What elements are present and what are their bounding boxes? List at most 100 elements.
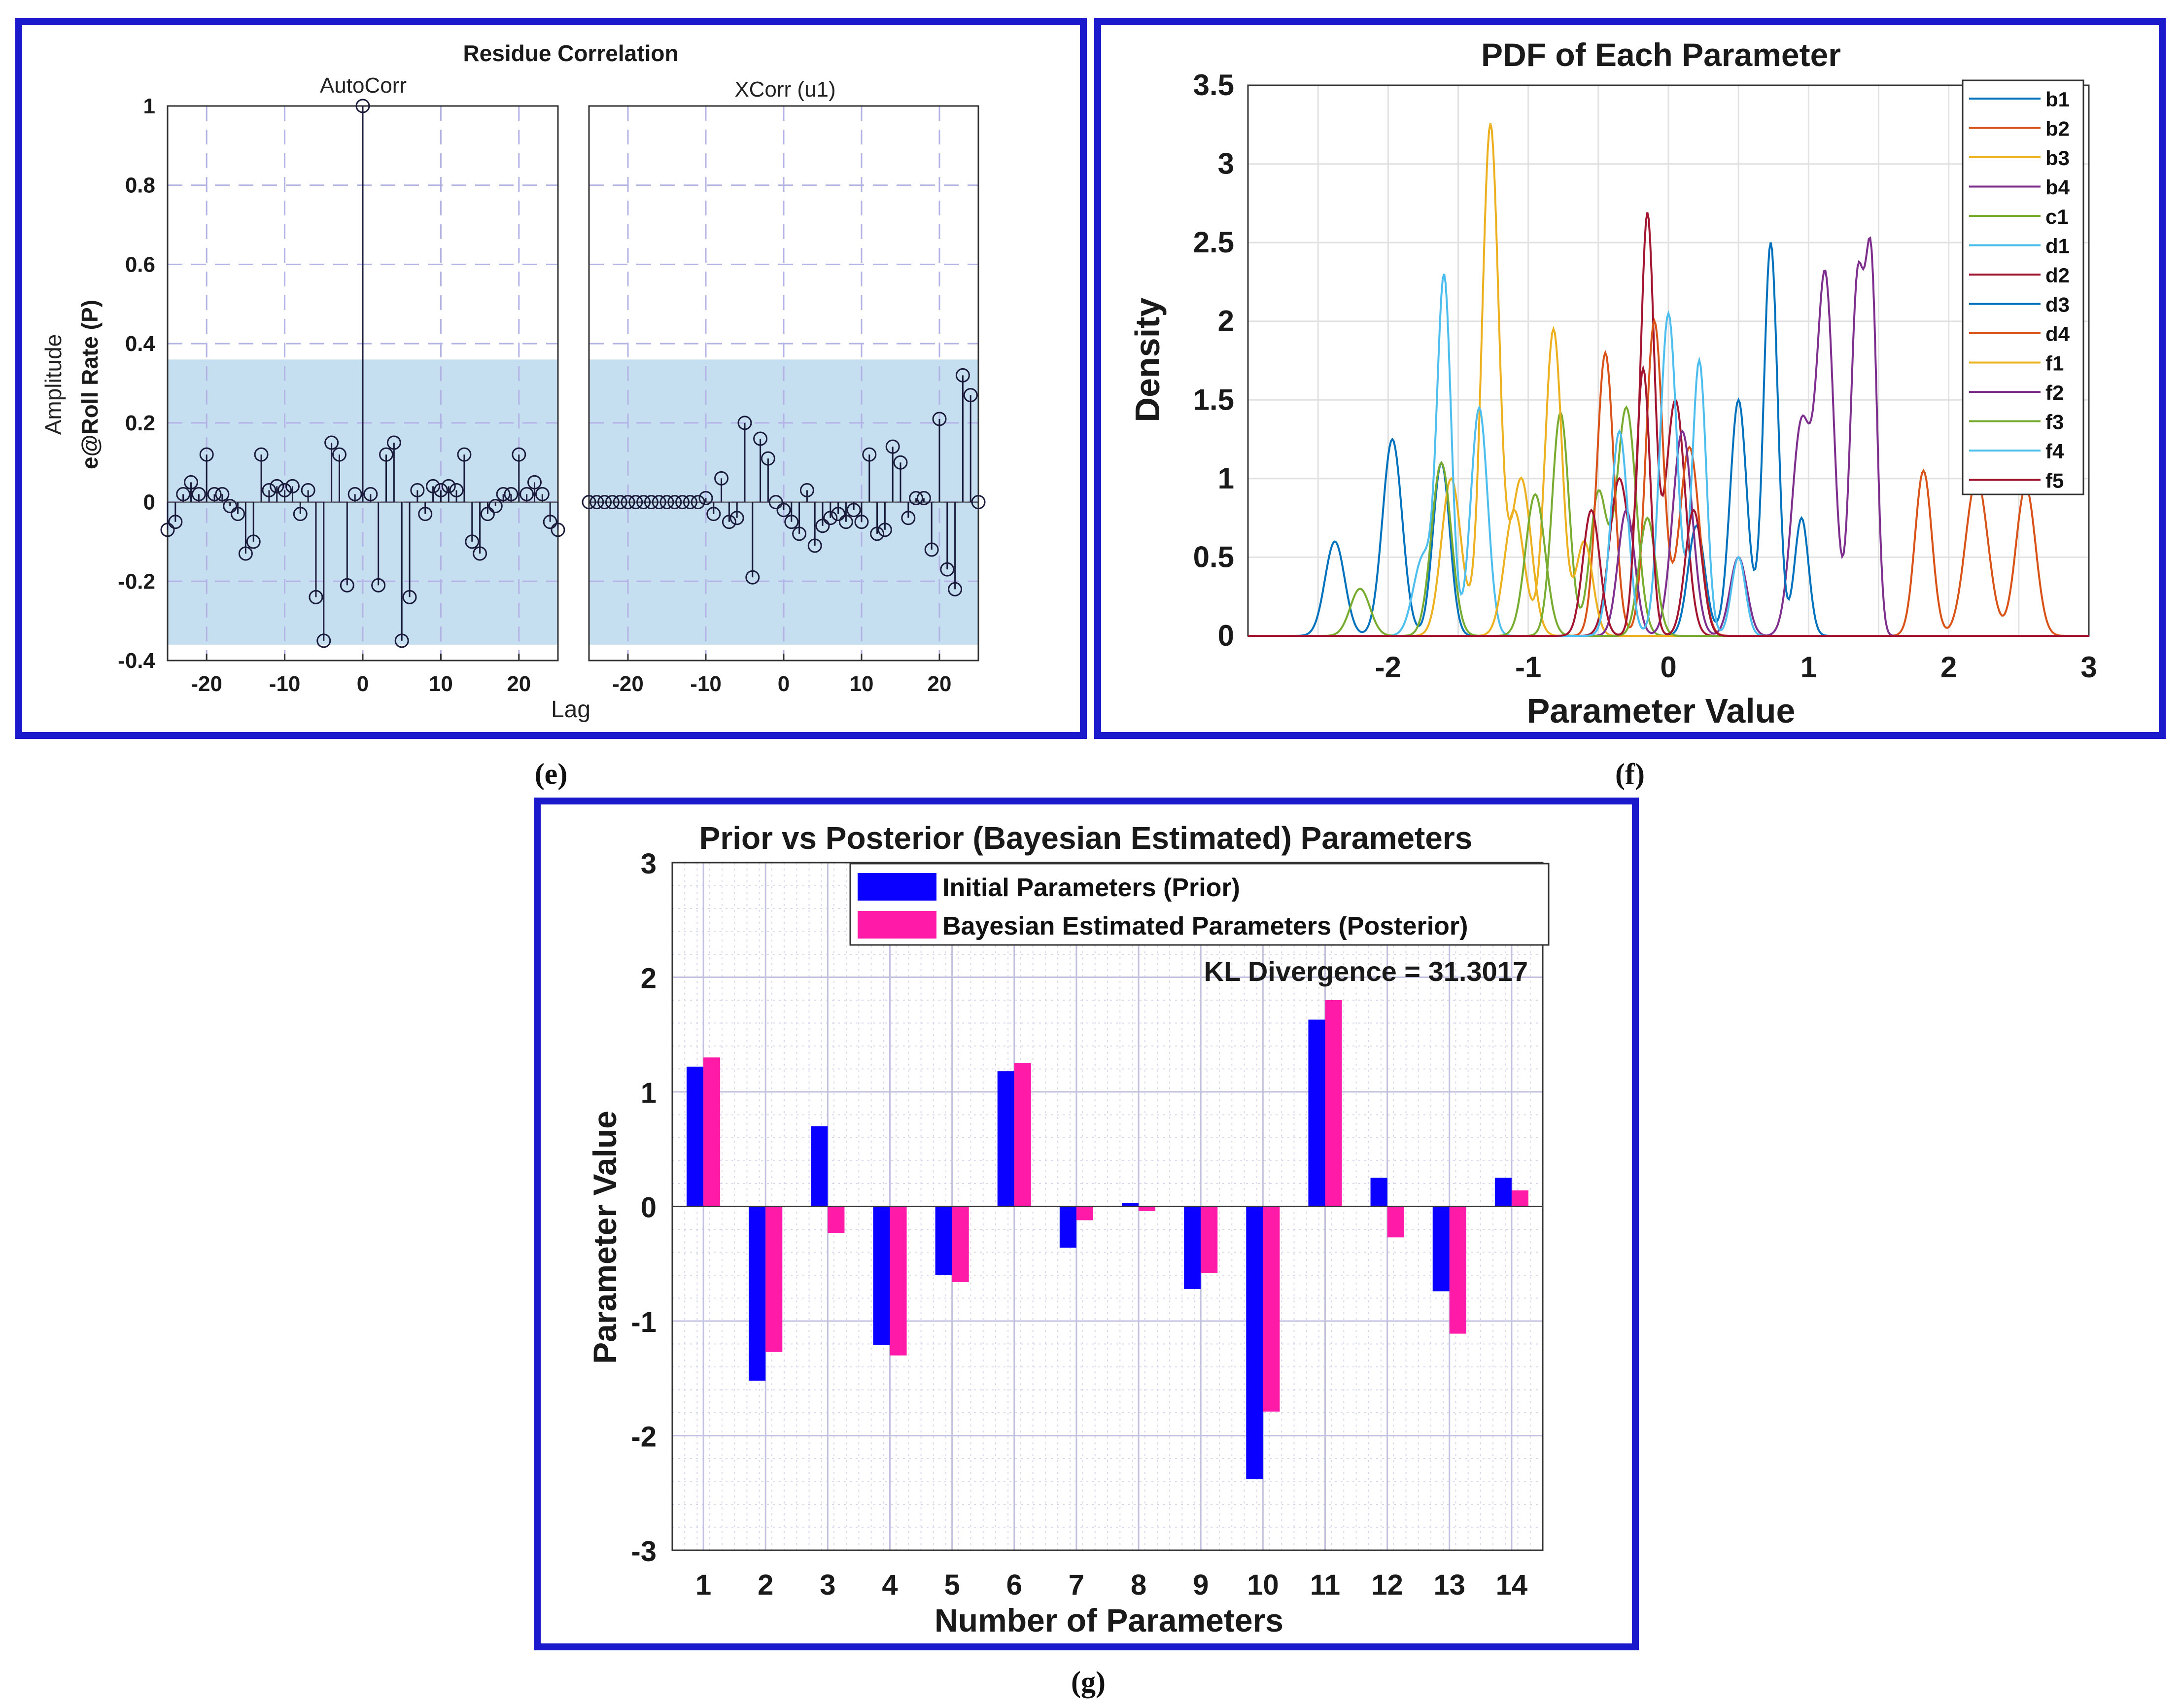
bar-prior (873, 1206, 890, 1345)
stem-marker (870, 526, 885, 541)
pdf-legend-box (1962, 79, 2084, 495)
x-tick-label: 1 (1800, 651, 1817, 684)
legend-label-f5: f5 (2045, 469, 2064, 492)
y-tick-label: 0.4 (125, 332, 156, 356)
x-tick-label: -2 (1375, 651, 1401, 684)
stem-marker (527, 475, 542, 489)
panel-f-title: PDF of Each Parameter (1481, 36, 1841, 73)
y-tick-label: 1 (143, 94, 155, 118)
stem-marker (776, 503, 791, 518)
stem-marker (207, 487, 222, 501)
bar-prior (1059, 1206, 1076, 1248)
stem-marker (191, 487, 206, 501)
bar-posterior (890, 1206, 907, 1356)
bar-posterior (1387, 1206, 1404, 1238)
legend-label-posterior: Bayesian Estimated Parameters (Posterior… (942, 912, 1468, 941)
legend-swatch-posterior (858, 911, 936, 939)
x-tick-label: 20 (928, 672, 952, 696)
panel-g-xlabel: Number of Parameters (935, 1602, 1283, 1638)
legend-label-c1: c1 (2045, 205, 2069, 228)
bar-prior (1184, 1206, 1201, 1289)
caption-g: (g) (1071, 1666, 1106, 1698)
stem-marker (877, 523, 892, 537)
stem-marker (473, 546, 487, 561)
stem-marker (691, 495, 705, 510)
x-tick-label: 1 (695, 1569, 711, 1601)
stem-marker (885, 439, 900, 454)
stem-marker (410, 483, 425, 497)
legend-label-prior: Initial Parameters (Prior) (942, 873, 1240, 902)
x-tick-label: -1 (1515, 651, 1541, 684)
y-tick-label: 1 (1218, 462, 1234, 495)
panel-e-ylabel2: e@Roll Rate (P) (77, 300, 103, 469)
x-tick-label: 5 (944, 1569, 960, 1601)
stem-marker (924, 542, 939, 557)
stem-marker (199, 447, 214, 462)
stem-marker (613, 495, 627, 510)
legend-swatch-prior (858, 873, 936, 901)
stem-marker (332, 447, 346, 462)
caption-e: (e) (535, 758, 568, 790)
legend-label-f2: f2 (2045, 381, 2064, 404)
y-tick-label: 0 (1218, 619, 1234, 652)
stem-marker (223, 499, 238, 514)
bar-posterior (1201, 1206, 1218, 1273)
x-tick-label: 3 (820, 1569, 835, 1601)
panel-f-xlabel: Parameter Value (1527, 692, 1796, 730)
stem-marker (683, 495, 697, 510)
stem-marker (644, 495, 658, 510)
stem-marker (838, 515, 853, 529)
bar-posterior (1263, 1206, 1280, 1412)
x-tick-label: 14 (1496, 1569, 1528, 1601)
x-tick-label: 9 (1193, 1569, 1209, 1601)
stem-marker (854, 515, 869, 529)
stem-marker (745, 570, 760, 585)
stem-marker (729, 511, 744, 525)
legend-label-b3: b3 (2045, 146, 2070, 170)
stem-marker (916, 491, 931, 506)
y-tick-label: 0 (641, 1192, 657, 1224)
stem-marker (355, 99, 370, 113)
bar-posterior (1511, 1190, 1528, 1207)
x-tick-label: -20 (191, 672, 222, 696)
kl-divergence-annotation: KL Divergence = 31.3017 (1204, 956, 1528, 987)
stem-marker (714, 471, 729, 486)
stem-marker (433, 483, 448, 497)
x-tick-label: 3 (2080, 651, 2097, 684)
bar-posterior (952, 1206, 969, 1282)
bar-posterior (1325, 1000, 1342, 1207)
bar-posterior (1449, 1206, 1466, 1334)
x-tick-label: 10 (850, 672, 874, 696)
y-tick-label: 1.5 (1193, 383, 1234, 416)
x-tick-label: 11 (1310, 1569, 1340, 1601)
x-tick-label: -20 (612, 672, 644, 696)
y-tick-label: 3 (641, 848, 657, 880)
bar-prior (687, 1066, 704, 1207)
stem-marker (347, 487, 362, 501)
stem-marker (231, 507, 245, 522)
y-tick-label: 0.2 (125, 411, 155, 435)
stem-marker (792, 526, 807, 541)
bar-legend-box (849, 863, 1550, 946)
stem-marker (402, 590, 417, 604)
stem-marker (519, 487, 534, 501)
stem-marker (254, 447, 269, 462)
stem-marker (597, 495, 612, 510)
stem-marker (441, 479, 456, 493)
panel-e-xlabel: Lag (551, 697, 590, 723)
stem-marker (301, 483, 315, 497)
stem-marker (768, 495, 783, 510)
stem-marker (277, 483, 292, 497)
bar-prior (1122, 1203, 1139, 1207)
bar-posterior (1076, 1206, 1093, 1220)
y-tick-label: 0.5 (1193, 540, 1234, 573)
panel-f: PDF of Each Parameter Density Parameter … (1094, 18, 2166, 739)
panel-g: Prior vs Posterior (Bayesian Estimated) … (534, 798, 1639, 1650)
panel-e-y-ticks: -0.4 -0.2 0 0.2 0.4 0.6 0.8 1 (118, 94, 155, 673)
x-tick-label: 2 (1940, 651, 1957, 684)
stem-marker (371, 578, 386, 593)
panel-e: Residue Correlation AutoCorr XCorr (u1) … (15, 18, 1087, 739)
y-tick-label: -3 (631, 1535, 657, 1568)
y-tick-label: -0.2 (118, 569, 155, 593)
bar-posterior (1014, 1063, 1031, 1207)
